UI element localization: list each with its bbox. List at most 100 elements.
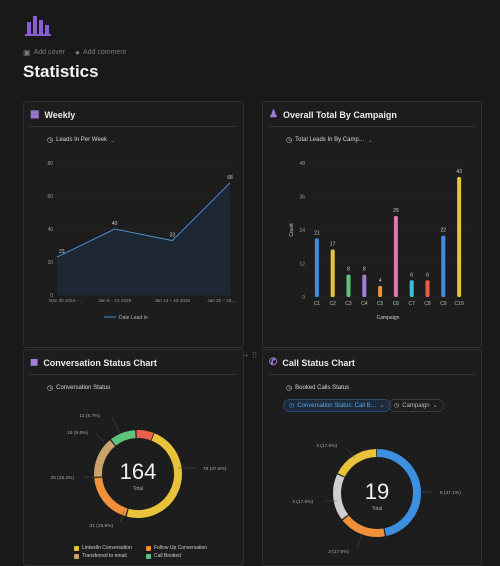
weekly-card: ▦ Weekly ◷ Leads In Per Week ⌄ 0 20 40 60 80… [23, 101, 244, 348]
leader-line [356, 532, 364, 548]
clock-icon: ◷ [394, 403, 400, 409]
donut-total-label: Total [133, 486, 144, 492]
comment-icon: ● [75, 48, 80, 57]
bar [441, 235, 446, 297]
image-icon: ▣ [23, 48, 31, 57]
conversation-card-title: Conversation Status Chart [43, 357, 157, 368]
campaign-bar-chart: 0 12 24 36 48 21 C1 17 C2 8 C3 8 C4 4 C5 29 C6 6 C7 6 C8 22 C9… [289, 161, 467, 321]
conversation-status-filter[interactable]: ◷ Conversation Status: Call B… ⌄ [283, 399, 391, 412]
x-tick-label: C8 [424, 301, 431, 307]
x-axis-label: Campaign [377, 315, 400, 321]
chevron-down-icon: ⌄ [379, 403, 385, 409]
x-tick-label: C2 [329, 301, 336, 307]
leader-line [111, 416, 121, 434]
donut-total: 19 [365, 479, 389, 504]
campaign-view-tab[interactable]: ◷ Total Leads In By Camp… ⌄ [282, 134, 377, 146]
campaign-view-label: Total Leads In By Camp… [295, 137, 365, 143]
legend-item: Follow Up Conversation [146, 545, 207, 551]
slice-label: 25 (15.2%) [51, 475, 75, 481]
data-label: 40 [112, 221, 118, 227]
add-cover-button[interactable]: ▣ Add cover [23, 48, 66, 57]
y-tick-label: 60 [47, 194, 53, 200]
x-tick-label: Jan 6 – 12 2025 [98, 298, 131, 303]
legend-item: Transferred to email [74, 553, 127, 559]
calls-view-label: Booked Calls Status [295, 385, 350, 391]
page-actions: ▣ Add cover ● Add comment [23, 48, 126, 57]
bar [346, 274, 351, 297]
slice-label: 16 (9.8%) [67, 430, 88, 436]
data-label: 6 [410, 272, 413, 278]
donut-total-label: Total [372, 506, 383, 512]
clock-icon: ◷ [47, 385, 54, 392]
y-tick-label: 20 [47, 260, 53, 266]
leader-line [344, 446, 356, 459]
x-tick-label: Jan 20 – 26… [207, 298, 236, 303]
data-label: 8 [363, 267, 366, 273]
calls-donut-chart: 19 Total 8 (47.1%) 3 (17.6%) 3 (17.6%) 3 (17.… [292, 443, 461, 555]
divider [30, 126, 237, 127]
y-tick-label: 40 [47, 227, 53, 233]
campaign-card: ♟ Overall Total By Campaign ◷ Total Lead… [262, 101, 482, 348]
donut-total: 164 [120, 459, 157, 484]
plus-icon: + [244, 351, 249, 360]
slice-label: 3 (17.6%) [328, 549, 349, 555]
x-tick-label: Dec 30 2024 -… [49, 298, 82, 303]
campaign-card-header: ♟ Overall Total By Campaign [269, 109, 397, 120]
legend-item: Call Booked [146, 553, 181, 559]
calls-card-header: ✆ Call Status Chart [269, 357, 355, 368]
data-label: 22 [441, 228, 447, 234]
data-label: 43 [456, 169, 462, 175]
campaign-filter[interactable]: ◷ Campaign ⌄ [388, 399, 444, 412]
calls-view-tab[interactable]: ◷ Booked Calls Status [282, 382, 353, 394]
weekly-card-header: ▦ Weekly [30, 109, 75, 120]
bar [425, 280, 430, 297]
clock-icon: ◷ [47, 137, 54, 144]
conversation-card: ◼ Conversation Status Chart ◷ Conversati… [23, 349, 244, 566]
clock-icon: ◷ [286, 137, 293, 144]
bar [457, 176, 462, 297]
weekly-card-title: Weekly [44, 109, 76, 120]
clock-icon: ◷ [286, 385, 293, 392]
donut-slice [94, 430, 182, 519]
data-label: 33 [170, 233, 176, 239]
chevron-down-icon: ⌄ [367, 137, 373, 144]
x-tick-label: C4 [361, 301, 368, 307]
conversation-view-tab[interactable]: ◷ Conversation Status [43, 382, 114, 394]
x-tick-label: C5 [377, 301, 384, 307]
x-tick-label: C7 [408, 301, 415, 307]
bar [409, 280, 414, 297]
data-label: 21 [314, 230, 320, 236]
x-tick-label: C6 [393, 301, 400, 307]
data-label: 29 [393, 208, 399, 214]
donut-slice [94, 430, 182, 519]
add-comment-button[interactable]: ● Add comment [75, 48, 127, 57]
grip-icon: ⠿ [251, 351, 258, 360]
donut-slice [333, 449, 421, 537]
legend-label: Date Lead In [119, 315, 148, 321]
campaign-card-title: Overall Total By Campaign [282, 109, 397, 120]
slice-label: 3 (17.6%) [292, 499, 313, 505]
donut-slice [94, 430, 182, 519]
calls-card: ✆ Call Status Chart ◷ Booked Calls Statu… [262, 349, 482, 566]
conversation-card-header: ◼ Conversation Status Chart [30, 357, 157, 368]
y-axis-label: Count [289, 223, 295, 237]
calls-card-title: Call Status Chart [282, 357, 355, 368]
data-label: 8 [347, 267, 350, 273]
x-tick-label: C3 [345, 301, 352, 307]
bar [378, 285, 383, 297]
data-label: 68 [227, 175, 233, 181]
x-tick-label: C10 [455, 301, 464, 307]
weekly-view-label: Leads In Per Week [56, 137, 108, 143]
conversation-donut-chart: 164 Total 78 (47.6%) 11 (6.7%) 16 (9.8%) 25 (… [51, 413, 227, 529]
slice-label: 31 (18.9%) [90, 523, 114, 529]
data-label: 17 [330, 242, 336, 248]
leader-line [119, 510, 125, 523]
y-tick-label: 12 [299, 262, 305, 268]
donut-slice [333, 449, 421, 537]
bar [362, 274, 367, 297]
weekly-view-tab[interactable]: ◷ Leads In Per Week ⌄ [43, 134, 119, 146]
bar [314, 238, 319, 297]
drag-handle[interactable]: + ⠿ [244, 351, 258, 360]
users-icon: ♟ [269, 109, 278, 120]
phone-icon: ✆ [269, 357, 278, 368]
